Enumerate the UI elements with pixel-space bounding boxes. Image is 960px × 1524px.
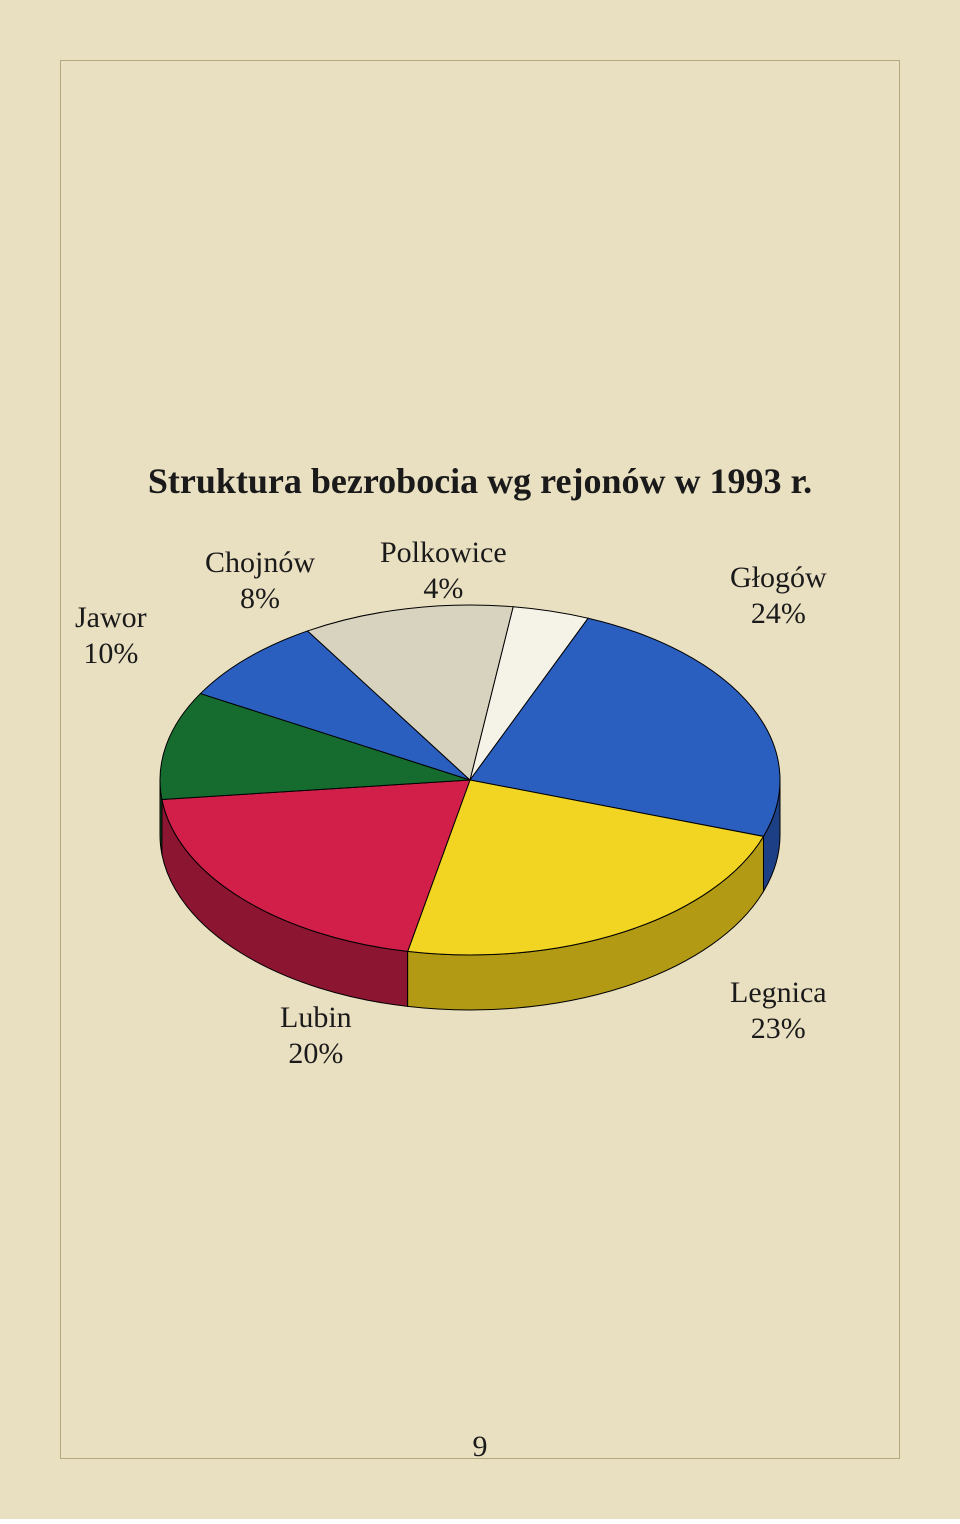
label-legnica: Legnica 23% — [730, 975, 827, 1047]
label-legnica-name: Legnica — [730, 976, 827, 1009]
label-lubin-name: Lubin — [280, 1001, 352, 1034]
pie-chart — [0, 0, 960, 1524]
label-jawor: Jawor 10% — [75, 600, 147, 672]
label-chojnow-pct: 8% — [240, 582, 280, 615]
label-polkowice-pct: 4% — [423, 572, 463, 605]
page-number: 9 — [0, 1430, 960, 1464]
label-lubin: Lubin 20% — [280, 1000, 352, 1072]
label-glogow-pct: 24% — [751, 597, 806, 630]
label-glogow-name: Głogów — [730, 561, 827, 594]
label-chojnow: Chojnów 8% — [205, 545, 315, 617]
label-polkowice: Polkowice 4% — [380, 535, 507, 607]
label-lubin-pct: 20% — [288, 1037, 343, 1070]
label-polkowice-name: Polkowice — [380, 536, 507, 569]
label-glogow: Głogów 24% — [730, 560, 827, 632]
label-legnica-pct: 23% — [751, 1012, 806, 1045]
label-chojnow-name: Chojnów — [205, 546, 315, 579]
label-jawor-pct: 10% — [83, 637, 138, 670]
label-jawor-name: Jawor — [75, 601, 147, 634]
pie-chart-svg — [0, 0, 960, 1519]
